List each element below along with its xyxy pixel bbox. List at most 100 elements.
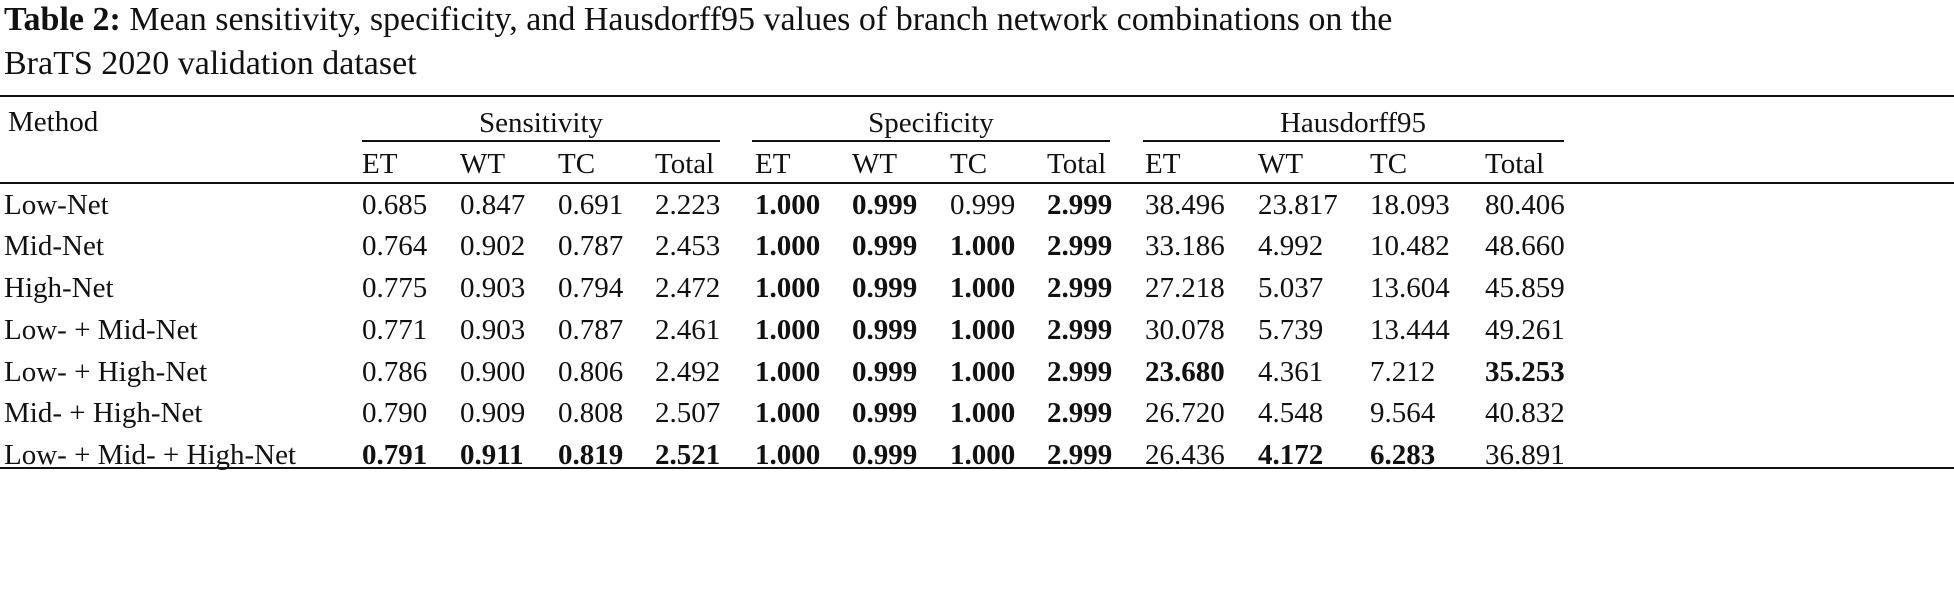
cell: 48.660 <box>1485 230 1565 262</box>
cell: 2.223 <box>655 189 721 221</box>
group-rule <box>1143 140 1564 142</box>
column-header: WT <box>460 148 506 180</box>
row-label: Low- + High-Net <box>4 356 208 388</box>
row-label: Mid-Net <box>4 230 104 262</box>
cell: 4.172 <box>1258 439 1324 471</box>
cell: 36.891 <box>1485 439 1565 471</box>
cell: 35.253 <box>1485 356 1565 388</box>
group-header: Specificity <box>868 107 994 139</box>
cell: 4.361 <box>1258 356 1324 388</box>
column-header: Total <box>655 148 715 180</box>
cell: 1.000 <box>950 356 1016 388</box>
cell: 5.739 <box>1258 314 1324 346</box>
header-rule <box>0 182 1954 184</box>
group-rule <box>362 140 720 142</box>
cell: 1.000 <box>755 314 821 346</box>
caption-line: Table 2: Mean sensitivity, specificity, … <box>4 0 1392 40</box>
cell: 38.496 <box>1145 189 1225 221</box>
cell: 0.999 <box>852 189 918 221</box>
cell: 1.000 <box>950 230 1016 262</box>
cell: 2.521 <box>655 439 721 471</box>
column-header: ET <box>362 148 398 180</box>
cell: 49.261 <box>1485 314 1565 346</box>
caption-label: Table 2: <box>4 1 121 38</box>
header-method: Method <box>8 106 99 138</box>
cell: 0.999 <box>852 439 918 471</box>
cell: 2.453 <box>655 230 721 262</box>
cell: 0.999 <box>852 272 918 304</box>
cell: 1.000 <box>755 439 821 471</box>
column-header: ET <box>755 148 791 180</box>
cell: 0.819 <box>558 439 624 471</box>
cell: 0.808 <box>558 397 624 429</box>
bottom-rule <box>0 467 1954 469</box>
cell: 0.902 <box>460 230 526 262</box>
cell: 0.999 <box>950 189 1016 221</box>
group-rule <box>752 140 1110 142</box>
cell: 13.604 <box>1370 272 1450 304</box>
cell: 2.461 <box>655 314 721 346</box>
cell: 2.999 <box>1047 397 1113 429</box>
cell: 18.093 <box>1370 189 1450 221</box>
cell: 45.859 <box>1485 272 1565 304</box>
cell: 1.000 <box>755 189 821 221</box>
cell: 0.806 <box>558 356 624 388</box>
column-header: Total <box>1047 148 1107 180</box>
cell: 0.900 <box>460 356 526 388</box>
cell: 26.436 <box>1145 439 1225 471</box>
cell: 1.000 <box>950 314 1016 346</box>
cell: 1.000 <box>950 272 1016 304</box>
cell: 2.999 <box>1047 439 1113 471</box>
cell: 0.791 <box>362 439 428 471</box>
caption-text: Mean sensitivity, specificity, and Hausd… <box>129 1 1393 38</box>
group-header: Sensitivity <box>478 107 604 139</box>
cell: 0.771 <box>362 314 428 346</box>
cell: 1.000 <box>950 397 1016 429</box>
cell: 2.999 <box>1047 230 1113 262</box>
cell: 0.790 <box>362 397 428 429</box>
row-label: High-Net <box>4 272 114 304</box>
column-header: WT <box>1258 148 1304 180</box>
row-label: Mid- + High-Net <box>4 397 203 429</box>
cell: 30.078 <box>1145 314 1225 346</box>
cell: 2.472 <box>655 272 721 304</box>
cell: 23.817 <box>1258 189 1338 221</box>
cell: 13.444 <box>1370 314 1450 346</box>
column-header: ET <box>1145 148 1181 180</box>
cell: 4.992 <box>1258 230 1324 262</box>
cell: 0.909 <box>460 397 526 429</box>
cell: 2.999 <box>1047 272 1113 304</box>
cell: 0.847 <box>460 189 526 221</box>
column-header: WT <box>852 148 898 180</box>
column-header: TC <box>1370 148 1408 180</box>
cell: 0.903 <box>460 272 526 304</box>
cell: 2.492 <box>655 356 721 388</box>
column-header: TC <box>558 148 596 180</box>
cell: 1.000 <box>755 397 821 429</box>
cell: 6.283 <box>1370 439 1436 471</box>
cell: 10.482 <box>1370 230 1450 262</box>
cell: 5.037 <box>1258 272 1324 304</box>
cell: 9.564 <box>1370 397 1436 429</box>
cell: 33.186 <box>1145 230 1225 262</box>
cell: 4.548 <box>1258 397 1324 429</box>
column-header: Total <box>1485 148 1545 180</box>
cell: 0.775 <box>362 272 428 304</box>
cell: 0.999 <box>852 314 918 346</box>
cell: 2.999 <box>1047 189 1113 221</box>
cell: 7.212 <box>1370 356 1436 388</box>
cell: 0.911 <box>460 439 524 471</box>
cell: 2.999 <box>1047 356 1113 388</box>
cell: 27.218 <box>1145 272 1225 304</box>
row-label: Low- + Mid- + High-Net <box>4 439 297 471</box>
row-label: Low- + Mid-Net <box>4 314 198 346</box>
cell: 0.903 <box>460 314 526 346</box>
caption-line: BraTS 2020 validation dataset <box>4 44 417 84</box>
cell: 1.000 <box>755 230 821 262</box>
cell: 0.999 <box>852 356 918 388</box>
cell: 40.832 <box>1485 397 1565 429</box>
cell: 1.000 <box>755 356 821 388</box>
cell: 0.999 <box>852 230 918 262</box>
cell: 1.000 <box>950 439 1016 471</box>
